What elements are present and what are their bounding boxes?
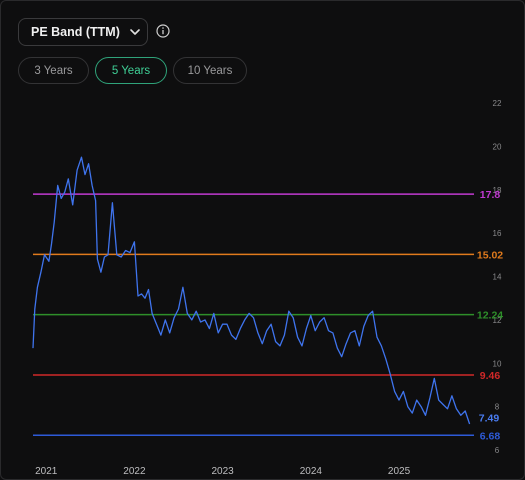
y-tick-label: 18: [493, 186, 502, 195]
band-value-label: 17.8: [480, 189, 501, 201]
band-value-label: 15.02: [477, 249, 503, 261]
x-tick-label: 2022: [123, 466, 146, 477]
y-tick-label: 16: [493, 229, 502, 238]
y-tick-label: 20: [493, 142, 502, 151]
chevron-down-icon: [130, 29, 140, 35]
pe-band-dropdown[interactable]: PE Band (TTM): [18, 18, 148, 46]
y-tick-label: 6: [495, 446, 500, 455]
band-value-label: 6.68: [480, 430, 501, 442]
info-icon[interactable]: [156, 24, 170, 38]
y-tick-label: 22: [493, 99, 502, 108]
y-tick-label: 14: [493, 273, 502, 282]
x-tick-label: 2024: [300, 466, 323, 477]
band-value-label: 12.24: [477, 310, 503, 322]
x-tick-label: 2021: [35, 466, 58, 477]
y-tick-label: 12: [493, 316, 502, 325]
y-tick-label: 10: [493, 359, 502, 368]
range-tabs: 3 Years 5 Years 10 Years: [18, 57, 247, 84]
x-tick-label: 2025: [388, 466, 411, 477]
dropdown-label: PE Band (TTM): [31, 25, 120, 39]
tab-3-years[interactable]: 3 Years: [18, 57, 89, 84]
tab-10-years[interactable]: 10 Years: [173, 57, 247, 84]
pe-series-line: [32, 156, 471, 425]
current-value-label: 7.49: [479, 413, 500, 425]
y-tick-label: 8: [495, 403, 500, 412]
band-value-label: 9.46: [480, 370, 501, 382]
tab-5-years[interactable]: 5 Years: [95, 57, 167, 84]
x-tick-label: 2023: [212, 466, 235, 477]
